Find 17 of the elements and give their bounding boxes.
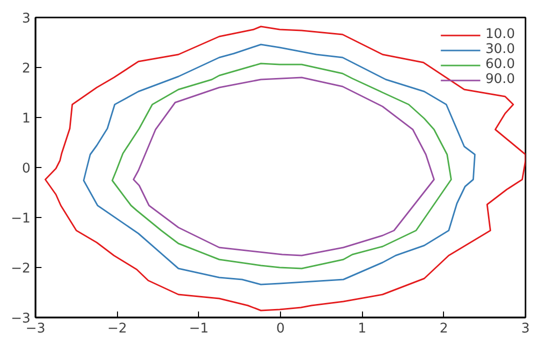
y-tick-label: 2 (22, 62, 31, 76)
x-tick-label: −1 (189, 322, 209, 336)
x-tick-label: 0 (276, 322, 285, 336)
x-tick-label: −2 (107, 322, 127, 336)
y-tick-label: 0 (22, 162, 31, 176)
x-tick-label: 3 (521, 322, 530, 336)
legend-label: 90.0 (485, 72, 515, 87)
x-tick-label: 1 (358, 322, 366, 336)
x-tick-label: 2 (440, 322, 448, 336)
legend-label: 10.0 (485, 27, 515, 42)
y-tick-label: 1 (22, 112, 31, 126)
y-tick-label: −2 (10, 262, 31, 276)
legend-label: 60.0 (485, 57, 515, 72)
y-tick-label: −3 (10, 312, 31, 326)
y-tick-label: 3 (22, 12, 31, 26)
legend-label: 30.0 (485, 42, 515, 57)
y-tick-label: −1 (10, 212, 31, 226)
